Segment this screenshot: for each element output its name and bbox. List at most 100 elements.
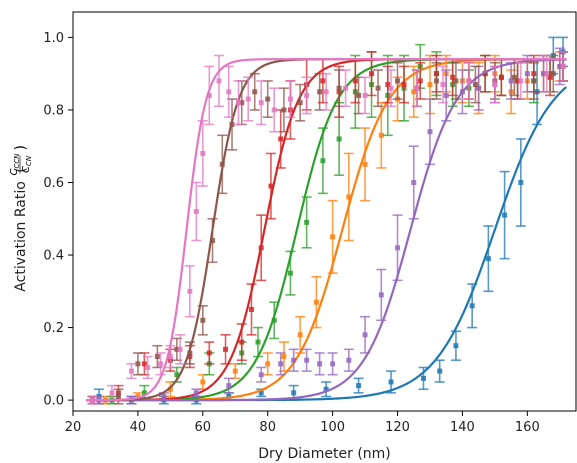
data-point [515, 78, 521, 84]
data-point [336, 85, 342, 91]
data-point [427, 82, 433, 88]
data-point [255, 339, 261, 345]
data-point [281, 107, 287, 113]
data-point [210, 238, 216, 244]
x-axis-ticks: 20 40 60 80 100 120 140 160 [65, 411, 540, 435]
data-point [297, 332, 303, 338]
data-point [362, 161, 368, 167]
data-point [265, 361, 271, 367]
y-tick-label: 0.2 [43, 321, 64, 336]
data-point [472, 82, 478, 88]
data-point [200, 317, 206, 323]
data-point [313, 299, 319, 305]
x-tick-label: 40 [130, 420, 147, 435]
data-point [433, 78, 439, 84]
data-point [320, 78, 326, 84]
data-point [385, 82, 391, 88]
data-point [420, 375, 426, 381]
data-point [252, 89, 258, 95]
data-point [278, 136, 284, 142]
data-point [352, 78, 358, 84]
data-point [388, 379, 394, 385]
data-point [200, 379, 206, 385]
data-point [135, 393, 141, 399]
data-point [258, 390, 264, 396]
data-point [297, 100, 303, 106]
data-point [291, 390, 297, 396]
data-point [323, 89, 329, 95]
data-point [141, 390, 147, 396]
series-group [85, 36, 569, 405]
data-point [206, 92, 212, 98]
data-point [443, 92, 449, 98]
data-point [544, 71, 550, 77]
data-point [524, 71, 530, 77]
data-point [154, 354, 160, 360]
data-point [226, 393, 232, 399]
data-point [226, 89, 232, 95]
data-point [330, 234, 336, 240]
data-point [158, 361, 164, 367]
data-point [236, 100, 242, 106]
data-point [476, 85, 482, 91]
data-point [440, 82, 446, 88]
data-point [317, 89, 323, 95]
data-point [414, 85, 420, 91]
data-point [560, 63, 566, 69]
data-point [304, 357, 310, 363]
y-axis-label-main: Activation Ratio [13, 181, 29, 291]
data-point [304, 219, 310, 225]
x-tick-label: 120 [385, 420, 410, 435]
data-point [508, 78, 514, 84]
data-point [258, 100, 264, 106]
data-point [547, 74, 553, 80]
data-point [223, 346, 229, 352]
fit-curve [85, 58, 567, 402]
data-point [502, 212, 508, 218]
data-point [346, 357, 352, 363]
data-point [362, 332, 368, 338]
data-point [466, 78, 472, 84]
x-tick-label: 80 [259, 420, 276, 435]
x-tick-label: 160 [515, 420, 540, 435]
x-tick-label: 20 [65, 420, 82, 435]
y-tick-label: 0.4 [43, 249, 64, 264]
data-point [265, 96, 271, 102]
data-point [469, 303, 475, 309]
data-point [248, 306, 254, 312]
data-point [109, 390, 115, 396]
data-point [550, 71, 556, 77]
y-axis-label-frac-bottom: CCN [21, 155, 33, 173]
data-point [245, 96, 251, 102]
data-point [128, 368, 134, 374]
data-point [287, 270, 293, 276]
data-point [239, 100, 245, 106]
data-point [232, 368, 238, 374]
data-point [346, 194, 352, 200]
x-axis-label: Dry Diameter (nm) [258, 446, 391, 462]
y-tick-label: 0.0 [43, 394, 64, 409]
series-4 [85, 47, 567, 405]
plot-layer [85, 36, 569, 405]
data-point [206, 350, 212, 356]
data-point [518, 78, 524, 84]
data-point [141, 361, 147, 367]
data-point [239, 339, 245, 345]
data-point [557, 63, 563, 69]
data-point [411, 179, 417, 185]
y-tick-label: 1.0 [43, 31, 64, 46]
y-tick-label: 0.6 [43, 176, 64, 191]
y-axis-ticks: 0.0 0.2 0.4 0.6 0.8 1.0 [43, 31, 73, 409]
data-point [167, 354, 173, 360]
data-point [453, 343, 459, 349]
data-point [268, 183, 274, 189]
data-point [356, 92, 362, 98]
data-point [226, 383, 232, 389]
data-point [167, 386, 173, 392]
data-point [511, 74, 517, 80]
data-point [193, 209, 199, 214]
data-point [343, 85, 349, 91]
data-point [216, 78, 222, 84]
data-point [450, 74, 456, 80]
